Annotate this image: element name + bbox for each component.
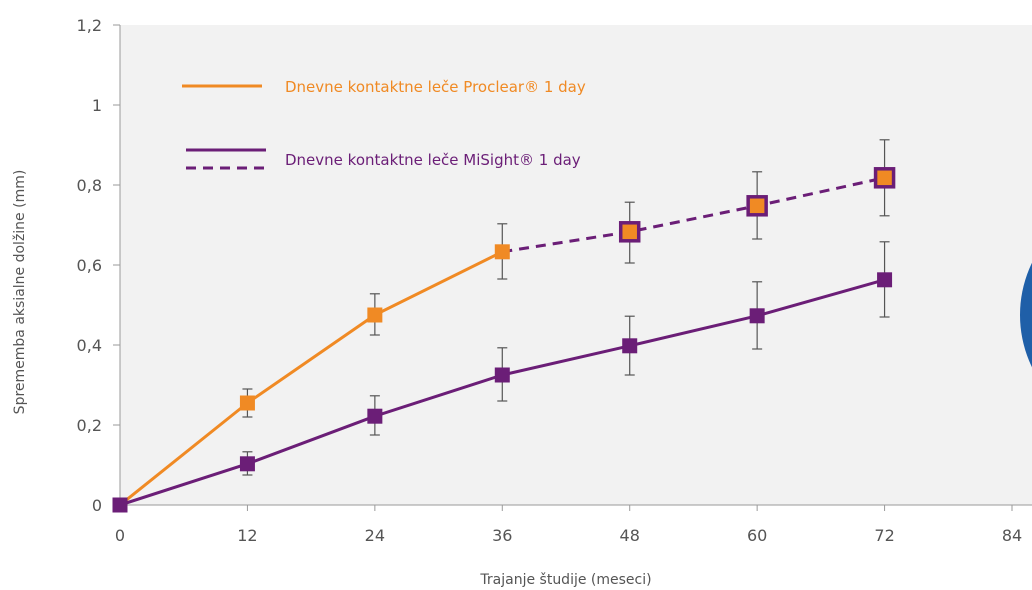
y-axis-title: Sprememba aksialne dolžine (mm) xyxy=(12,170,28,415)
x-tick-label: 36 xyxy=(492,526,512,545)
data-point-marker xyxy=(367,408,383,424)
data-point-marker xyxy=(618,221,641,243)
accent-circle xyxy=(1020,262,1032,368)
x-tick-label: 0 xyxy=(115,526,125,545)
data-point-marker xyxy=(746,195,768,217)
data-markers xyxy=(112,167,896,513)
data-point-marker xyxy=(239,456,255,472)
y-tick-label: 0,8 xyxy=(77,176,102,195)
data-point-marker xyxy=(494,367,510,383)
legend-label-proclear: Dnevne kontaktne leče Proclear® 1 day xyxy=(285,78,586,96)
series-line-1 xyxy=(119,250,503,507)
data-point-marker xyxy=(622,338,638,354)
y-tick-label: 1,2 xyxy=(77,16,102,35)
x-tick-label: 12 xyxy=(237,526,257,545)
data-point-marker xyxy=(877,272,893,288)
y-tick-label: 0,2 xyxy=(77,416,102,435)
data-point-marker xyxy=(112,497,128,513)
y-tick-label: 0,6 xyxy=(77,256,102,275)
series-line-2 xyxy=(502,176,885,254)
x-tick-label: 84 xyxy=(1002,526,1022,545)
x-tick-label: 72 xyxy=(874,526,894,545)
y-tick-label: 1 xyxy=(92,96,102,115)
x-axis-title: Trajanje študije (meseci) xyxy=(479,572,651,588)
data-point-marker xyxy=(749,308,765,324)
x-tick-labels: 0 12 24 36 48 60 72 84 xyxy=(115,505,1022,545)
data-point-marker xyxy=(239,395,255,411)
y-tick-label: 0 xyxy=(92,496,102,515)
data-point-marker xyxy=(367,307,383,323)
y-tick-label: 0,4 xyxy=(77,336,102,355)
plot-background xyxy=(120,25,1032,505)
x-tick-label: 60 xyxy=(747,526,767,545)
x-tick-label: 24 xyxy=(365,526,385,545)
accent-decoration xyxy=(1020,262,1032,368)
data-point-marker xyxy=(873,167,896,189)
data-point-marker xyxy=(494,244,510,260)
legend: Dnevne kontaktne leče Proclear® 1 day Dn… xyxy=(182,78,586,170)
x-tick-label: 48 xyxy=(620,526,640,545)
legend-label-misight: Dnevne kontaktne leče MiSight® 1 day xyxy=(285,151,581,169)
y-tick-labels: 0 0,2 0,4 0,6 0,8 1 1,2 xyxy=(77,16,120,515)
